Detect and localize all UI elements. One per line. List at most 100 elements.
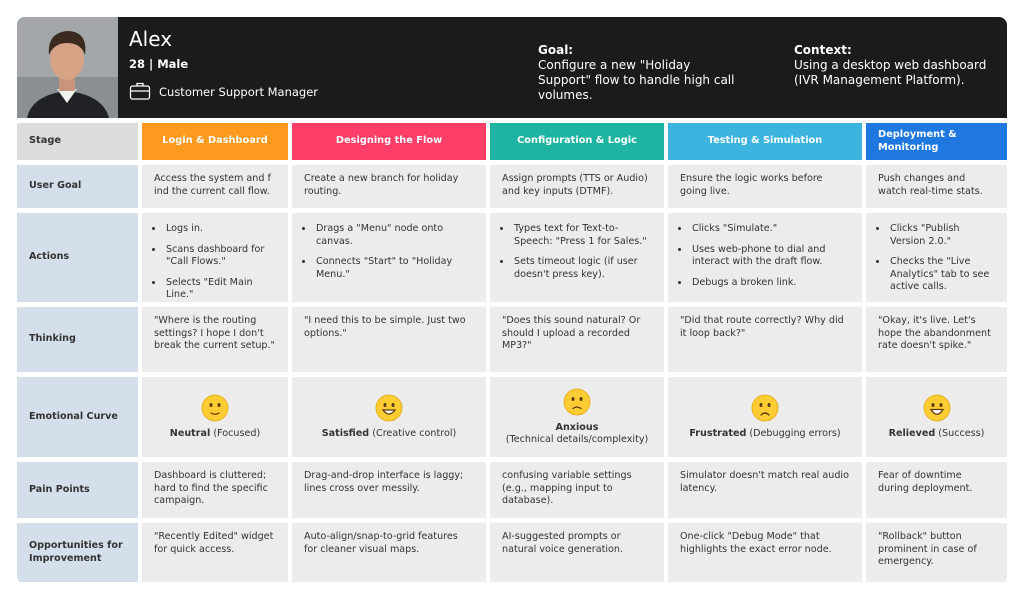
emotion-mood: Relieved — [888, 427, 936, 439]
cell-text: Create a new branch for holiday routing. — [292, 165, 486, 208]
emotion-note: (Creative control) — [372, 427, 457, 439]
emotion-face — [201, 394, 229, 422]
action-item: Types text for Text-to-Speech: "Press 1 … — [512, 223, 652, 248]
cell-text: confusing variable settings (e.g., mappi… — [490, 462, 664, 518]
emotion-text: Relieved (Success) — [889, 428, 985, 441]
cell-text: One-click "Debug Mode" that highlights t… — [668, 523, 862, 582]
action-cell: Drags a "Menu" node onto canvas. Connects… — [292, 213, 486, 302]
context-text: Using a desktop web dashboard (IVR Manag… — [794, 58, 987, 87]
row-label: Thinking — [17, 307, 138, 372]
cell-text: "I need this to be simple. Just two opti… — [292, 307, 486, 372]
action-list: Logs in. Scans dashboard for "Call Flows.… — [154, 223, 276, 302]
row-label: Opportunities for Improvement — [17, 523, 138, 582]
action-item: Scans dashboard for "Call Flows." — [164, 244, 276, 269]
action-item: Logs in. — [164, 223, 276, 236]
emotion-note: (Success) — [938, 427, 985, 439]
cell-text: "Recently Edited" widget for quick acces… — [142, 523, 288, 582]
journey-table: Stage Login & Dashboard Designing the Flow… — [17, 123, 1007, 582]
emotion-mood: Anxious — [555, 421, 599, 433]
face-base — [375, 394, 403, 422]
face-mouth — [929, 408, 944, 415]
face-eye — [391, 402, 395, 407]
action-item: Drags a "Menu" node onto canvas. — [314, 223, 474, 248]
face-base — [201, 394, 229, 422]
emotion-cell: Anxious (Technical details/complexity) — [490, 377, 664, 457]
cell-text: Drag-and-drop interface is laggy; lines … — [292, 462, 486, 518]
emotion-note: (Focused) — [213, 427, 261, 439]
emotion-mood: Neutral — [169, 427, 211, 439]
action-item: Clicks "Simulate." — [690, 223, 850, 236]
emotion-note: (Technical details/complexity) — [505, 434, 649, 445]
action-item: Clicks "Publish Version 2.0." — [888, 223, 995, 248]
cell-text: Fear of downtime during deployment. — [866, 462, 1007, 518]
emotion-face — [375, 394, 403, 422]
stage-header-label: Stage — [17, 123, 138, 160]
emotion-cell: Neutral (Focused) — [142, 377, 288, 457]
face-eye — [383, 402, 387, 407]
emotion-text: Anxious (Technical details/complexity) — [506, 422, 649, 447]
stage-header: Deployment & Monitoring — [866, 123, 1007, 160]
persona-header: Alex 28 | Male Customer Support Manager … — [17, 17, 1007, 118]
action-cell: Clicks "Simulate." Uses web-phone to dial… — [668, 213, 862, 302]
row-label: User Goal — [17, 165, 138, 208]
action-item: Connects "Start" to "Holiday Menu." — [314, 256, 474, 281]
action-cell: Clicks "Publish Version 2.0." Checks the … — [866, 213, 1007, 302]
row-label: Emotional Curve — [17, 377, 138, 457]
action-list: Drags a "Menu" node onto canvas. Connects… — [304, 223, 474, 281]
row-label: Pain Points — [17, 462, 138, 518]
stage-header: Designing the Flow — [292, 123, 486, 160]
emotion-face — [563, 388, 591, 415]
action-item: Selects "Edit Main Line." — [164, 277, 276, 302]
action-list: Clicks "Publish Version 2.0." Checks the … — [878, 223, 995, 294]
emotion-mood: Satisfied — [321, 427, 370, 439]
row-label: Actions — [17, 213, 138, 302]
cell-text: "Where is the routing settings? I hope I… — [142, 307, 288, 372]
stage-header: Configuration & Logic — [490, 123, 664, 160]
emotion-text: Neutral (Focused) — [170, 428, 260, 441]
cell-text: AI-suggested prompts or natural voice ge… — [490, 523, 664, 582]
face-mouth — [760, 412, 770, 416]
face-mouth — [572, 405, 582, 409]
face-base — [563, 388, 591, 415]
cell-text: Ensure the logic works before going live… — [668, 165, 862, 208]
action-list: Clicks "Simulate." Uses web-phone to dial… — [680, 223, 850, 289]
stage-header: Login & Dashboard — [142, 123, 288, 160]
context-label: Context: — [794, 43, 852, 57]
briefcase-icon — [129, 82, 151, 100]
face-eye — [931, 402, 934, 407]
cell-text: Simulator doesn't match real audio laten… — [668, 462, 862, 518]
cell-text: "Does this sound natural? Or should I up… — [490, 307, 664, 372]
face-eye — [217, 402, 221, 407]
emotion-face — [923, 394, 950, 422]
persona-role: Customer Support Manager — [159, 85, 319, 99]
persona-age-gender: 28 | Male — [129, 57, 189, 71]
action-item: Sets timeout logic (if user doesn't pres… — [512, 256, 652, 281]
face-eye — [571, 396, 575, 401]
action-cell: Logs in. Scans dashboard for "Call Flows.… — [142, 213, 288, 302]
face-mouth — [210, 412, 220, 415]
emotion-mood: Frustrated — [689, 427, 747, 439]
cell-text: "Rollback" button prominent in case of e… — [866, 523, 1007, 582]
emotion-cell: Frustrated (Debugging errors) — [668, 377, 862, 457]
action-list: Types text for Text-to-Speech: "Press 1 … — [502, 223, 652, 281]
action-item: Uses web-phone to dial and interact with… — [690, 244, 850, 269]
face-eye — [209, 402, 213, 407]
face-eye — [939, 402, 942, 407]
goal-label: Goal: — [538, 43, 574, 57]
face-mouth — [381, 409, 397, 415]
action-item: Debugs a broken link. — [690, 277, 850, 290]
journey-map: Alex 28 | Male Customer Support Manager … — [17, 17, 1007, 584]
persona-photo — [17, 17, 118, 118]
emotion-note: (Debugging errors) — [749, 427, 841, 439]
action-cell: Types text for Text-to-Speech: "Press 1 … — [490, 213, 664, 302]
goal-text: Configure a new "Holiday Support" flow t… — [538, 58, 735, 102]
cell-text: Push changes and watch real-time stats. — [866, 165, 1007, 208]
face-base — [923, 394, 950, 422]
emotion-text: Frustrated (Debugging errors) — [689, 428, 840, 441]
cell-text: Dashboard is cluttered; hard to find the… — [142, 462, 288, 518]
emotion-cell: Satisfied (Creative control) — [292, 377, 486, 457]
cell-text: Assign prompts (TTS or Audio) and key in… — [490, 165, 664, 208]
face-eye — [759, 402, 763, 407]
persona-name: Alex — [129, 27, 173, 51]
